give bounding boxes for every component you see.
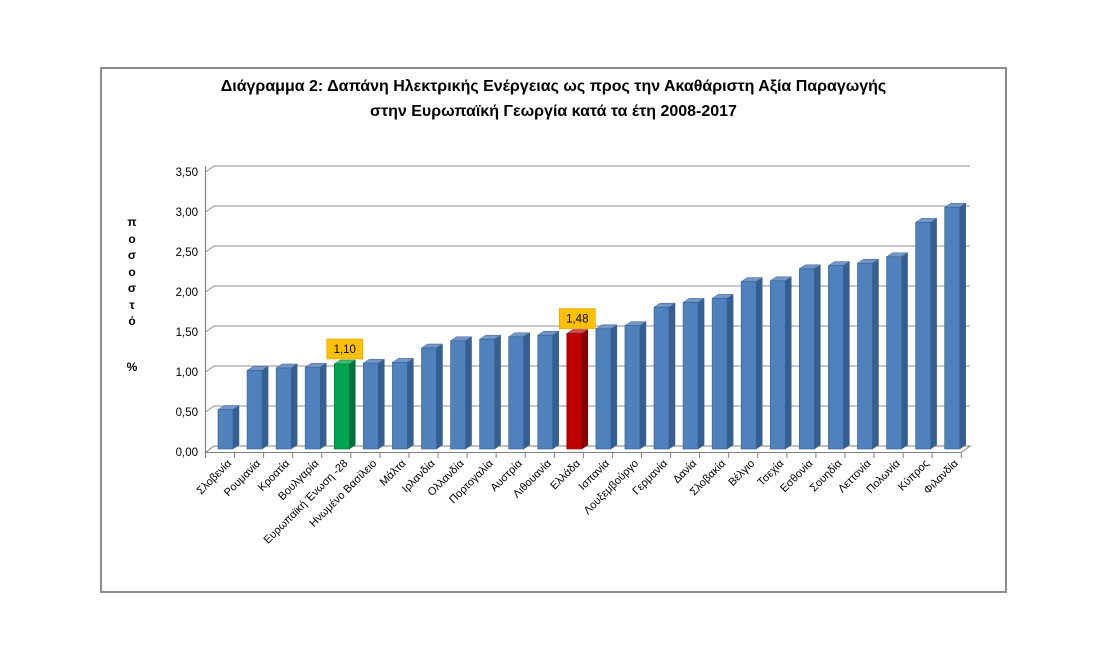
bar-side-face — [668, 302, 676, 450]
bar-side-face — [552, 330, 559, 450]
bar — [653, 306, 670, 450]
bar — [828, 265, 844, 450]
bar-side-face — [785, 276, 792, 450]
chart-title: Διάγραμμα 2: Δαπάνη Ηλεκτρικής Ενέργειας… — [100, 74, 1007, 124]
y-axis-title-letter: σ — [127, 281, 137, 295]
bar — [944, 206, 960, 450]
data-label-value: 1,10 — [334, 344, 356, 356]
bar-side-face — [232, 405, 240, 450]
y-axis-title-letter: π — [127, 215, 137, 229]
y-axis-unit-percent: % — [126, 360, 138, 374]
bar-side-face — [639, 321, 647, 450]
bar-side-face — [959, 202, 966, 450]
bar — [479, 338, 495, 450]
bar — [304, 366, 321, 450]
bar-side-face — [930, 217, 937, 450]
bar — [857, 262, 873, 450]
bar — [595, 328, 612, 450]
bar — [508, 336, 524, 450]
bar-side-face — [610, 324, 618, 450]
bar — [915, 222, 931, 450]
bar — [363, 362, 379, 450]
y-axis-title-letter: σ — [127, 248, 137, 262]
bar-side-face — [523, 332, 530, 450]
y-tick-label: 3,00 — [176, 207, 198, 219]
bar — [740, 281, 757, 450]
bar-side-face — [814, 264, 821, 450]
y-tick-label: 1,00 — [176, 367, 198, 379]
bar — [392, 362, 408, 450]
gridline — [205, 205, 970, 213]
bar-side-face — [436, 343, 443, 450]
y-axis-title-letter: ό — [128, 314, 136, 328]
bar — [246, 370, 263, 450]
bar-chart-plot: 3,50 3,00 2,50 2,00 1,50 1,00 0,50 0,00 1,10 1,48… — [176, 165, 972, 546]
y-tick-label: 0,00 — [176, 447, 198, 459]
y-tick-label: 0,50 — [176, 407, 198, 419]
data-label-box — [326, 338, 364, 360]
bar-side-face — [290, 363, 298, 450]
bar-side-face — [378, 358, 385, 450]
bar-side-face — [319, 362, 327, 450]
bar-side-face — [407, 357, 414, 450]
y-tick-label: 1,50 — [176, 327, 198, 339]
y-axis-title-letter: ο — [128, 264, 136, 279]
data-label-box — [559, 308, 596, 329]
bar — [682, 302, 699, 450]
bar-side-face — [872, 258, 879, 450]
bar-side-face — [581, 329, 589, 450]
y-axis-title-letter: ο — [128, 231, 136, 246]
bar-side-face — [843, 261, 850, 450]
gridline — [205, 245, 970, 253]
y-tick-label: 3,50 — [176, 167, 198, 179]
gridline — [205, 165, 970, 173]
chart-title-line1: Διάγραμμα 2: Δαπάνη Ηλεκτρικής Ενέργειας… — [220, 78, 887, 95]
bar — [624, 325, 641, 450]
gridline — [205, 285, 970, 293]
bar — [711, 298, 728, 450]
bar — [799, 268, 815, 450]
bar — [217, 409, 234, 450]
y-axis-title-letter: τ — [129, 297, 135, 312]
bar — [421, 347, 437, 450]
y-tick-label: 2,00 — [176, 287, 198, 299]
bar — [537, 334, 554, 450]
y-tick-label: 2,50 — [176, 247, 198, 259]
bar-side-face — [755, 277, 763, 450]
bar — [275, 367, 292, 450]
bar — [769, 280, 786, 450]
bar — [566, 333, 583, 450]
bar-side-face — [726, 293, 734, 450]
chart-title-line2: στην Ευρωπαϊκή Γεωργία κατά τα έτη 2008-… — [370, 103, 737, 120]
bar-side-face — [465, 336, 472, 450]
bar-side-face — [349, 359, 356, 450]
data-label-value: 1,48 — [566, 314, 588, 326]
bar — [333, 363, 350, 450]
bar-side-face — [261, 365, 269, 450]
bar-side-face — [494, 334, 501, 450]
x-tick-label: Βέλγιο — [726, 458, 757, 489]
bar — [886, 256, 902, 450]
chart-figure-border — [100, 67, 1007, 593]
bar-side-face — [901, 252, 908, 450]
bar — [450, 340, 466, 450]
bar-side-face — [697, 297, 705, 450]
